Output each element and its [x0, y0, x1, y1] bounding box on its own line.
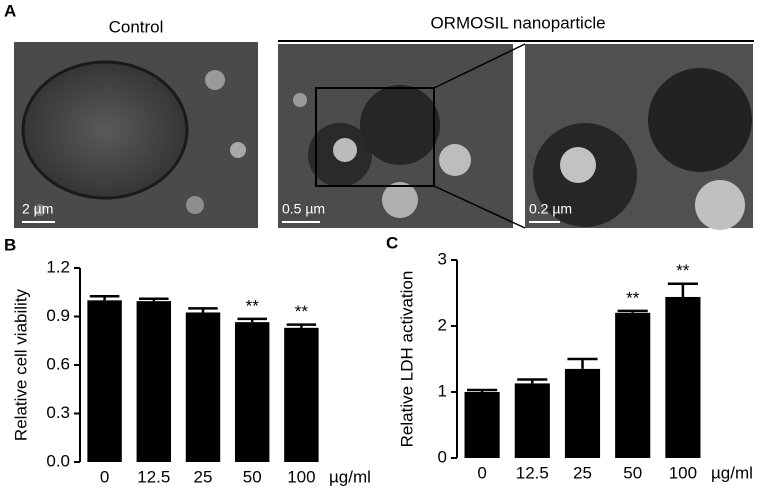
error-bar: [567, 357, 598, 369]
error-bar: [286, 323, 317, 328]
x-tick-label: 12.5: [137, 467, 170, 486]
error-bar: [237, 317, 267, 323]
error-bar: [188, 307, 218, 313]
scale-label: 0.5 µm: [282, 201, 325, 217]
bar: [284, 327, 319, 462]
panel-label: B: [4, 235, 16, 254]
error-bar: [139, 297, 169, 302]
control-title: Control: [109, 17, 164, 36]
panel-label: C: [386, 233, 398, 252]
error-bar: [667, 282, 698, 297]
bar: [464, 392, 500, 458]
x-tick-label: 100: [287, 467, 315, 486]
scale-label: 0.2 µm: [529, 201, 572, 217]
bar: [136, 301, 172, 462]
bar: [665, 296, 701, 458]
error-bar: [467, 388, 498, 392]
significance: **: [676, 261, 690, 280]
y-tick-label: 2: [438, 315, 447, 334]
x-unit: µg/ml: [329, 467, 371, 486]
treated-title: ORMOSIL nanoparticle: [430, 13, 605, 32]
micrograph-control: [14, 42, 258, 228]
panel-label: A: [4, 1, 16, 20]
y-axis-label: Relative cell viability: [11, 288, 30, 441]
y-tick-label: 1: [438, 381, 447, 400]
y-tick-label: 1.2: [46, 257, 70, 276]
x-tick-label: 100: [669, 463, 697, 482]
x-tick-label: 12.5: [516, 463, 549, 482]
error-bar: [517, 378, 548, 384]
micrograph-high-mag: [525, 44, 753, 230]
x-tick-label: 50: [623, 463, 642, 482]
significance: **: [295, 302, 309, 321]
micrograph-low-mag: [278, 43, 526, 229]
error-bar: [89, 295, 120, 301]
x-tick-label: 0: [100, 467, 109, 486]
y-tick-label: 0: [438, 447, 447, 466]
y-axis-label: Relative LDH activation: [397, 271, 416, 448]
x-tick-label: 25: [194, 467, 213, 486]
x-tick-label: 0: [477, 463, 486, 482]
bar: [564, 368, 601, 458]
y-tick-label: 0.0: [46, 451, 70, 470]
y-tick-label: 0.6: [46, 354, 70, 373]
bar: [514, 383, 550, 458]
significance: **: [626, 288, 640, 307]
scale-label: 2 µm: [22, 201, 53, 217]
error-bar: [617, 309, 648, 313]
y-tick-label: 0.9: [46, 306, 70, 325]
bar: [87, 300, 122, 462]
x-tick-label: 25: [573, 463, 592, 482]
bar: [615, 312, 651, 458]
x-unit: µg/ml: [711, 463, 753, 482]
x-tick-label: 50: [243, 467, 262, 486]
y-tick-label: 0.3: [46, 403, 70, 422]
bar: [234, 322, 270, 462]
significance: **: [246, 296, 260, 315]
y-tick-label: 3: [438, 249, 447, 268]
bar: [185, 312, 221, 462]
